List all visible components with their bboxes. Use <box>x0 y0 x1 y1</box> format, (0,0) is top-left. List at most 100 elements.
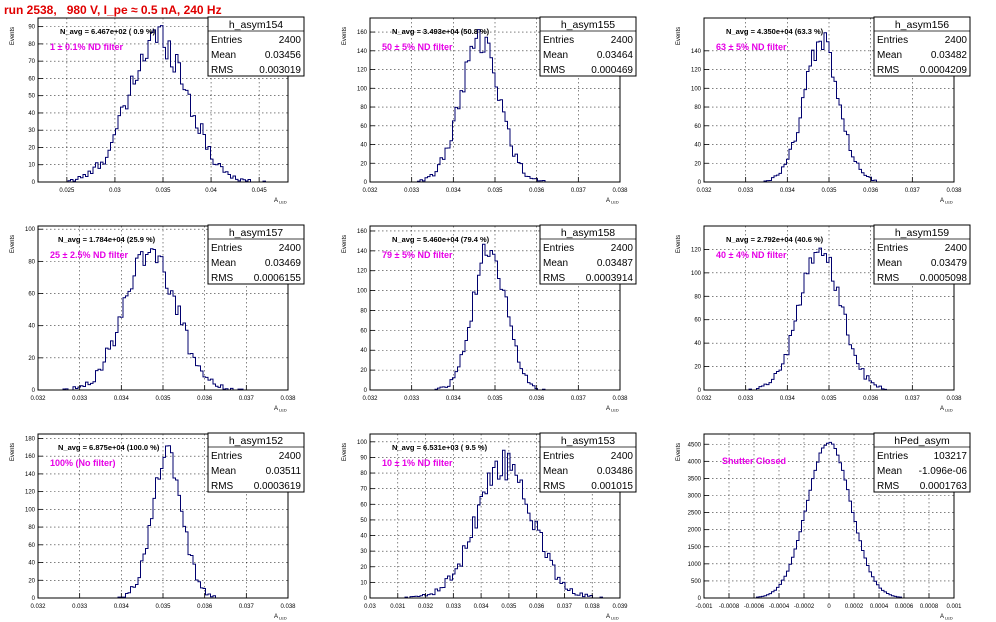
navg-label: N_avg = 6.467e+02 ( 0.9 %) <box>60 27 156 36</box>
histogram-panel-h_asym154: 0.025 0.03 0.035 0.04 0.045 0 10 20 30 40 50 60 70 80… <box>10 16 305 205</box>
stats-title: h_asym156 <box>895 19 949 31</box>
stats-label: Mean <box>543 258 568 269</box>
x-tick-label: 0.033 <box>738 188 754 194</box>
y-tick-label: 2500 <box>688 511 702 517</box>
stats-box <box>873 224 971 285</box>
x-tick-label: 0.033 <box>72 396 88 402</box>
y-axis-label: Events <box>342 235 348 253</box>
stats-label: Entries <box>543 35 574 46</box>
stats-value: 0.03456 <box>265 50 302 61</box>
y-tick-label: 120 <box>357 68 368 74</box>
y-tick-label: 80 <box>28 42 35 48</box>
x-tick-label: 0.035 <box>487 188 503 194</box>
y-tick-label: 40 <box>694 143 701 149</box>
stats-label: Entries <box>543 451 574 462</box>
x-tick-label: 0.031 <box>390 604 406 610</box>
stats-value: 0.0005098 <box>920 273 968 284</box>
y-tick-label: 120 <box>691 247 702 253</box>
x-tick-label: 0.032 <box>362 396 378 402</box>
x-tick-label: 0.045 <box>252 188 268 194</box>
x-tick-label: 0.036 <box>863 188 879 194</box>
x-tick-label: 0.036 <box>529 396 545 402</box>
y-tick-label: 100 <box>691 86 702 92</box>
stats-label: RMS <box>211 273 234 284</box>
y-tick-label: 120 <box>25 490 36 496</box>
stats-label: RMS <box>877 273 900 284</box>
stats-value: 0.000469 <box>591 65 633 76</box>
x-axis-label-sub: LED <box>945 200 953 205</box>
y-axis-label: Events <box>342 27 348 45</box>
y-tick-label: 80 <box>28 259 35 265</box>
x-tick-label: 0.0004 <box>870 604 889 610</box>
x-tick-label: 0.0006 <box>895 604 914 610</box>
x-tick-label: 0.035 <box>155 396 171 402</box>
stats-value: 103217 <box>934 451 968 462</box>
y-tick-label: 60 <box>360 124 367 130</box>
navg-label: N_avg = 6.875e+04 (100.0 %) <box>58 443 160 452</box>
y-tick-label: 20 <box>360 161 367 167</box>
y-tick-label: 60 <box>694 124 701 130</box>
y-tick-label: 100 <box>357 86 368 92</box>
x-tick-label: 0.032 <box>696 188 712 194</box>
y-tick-label: 80 <box>28 525 35 531</box>
stats-label: RMS <box>877 481 900 492</box>
x-tick-label: 0.035 <box>155 188 171 194</box>
stats-label: Entries <box>543 243 574 254</box>
stats-value: 0.0001763 <box>920 481 968 492</box>
stats-label: Entries <box>211 35 242 46</box>
stats-box <box>539 432 637 493</box>
y-tick-label: 40 <box>360 534 367 540</box>
x-tick-label: 0.03 <box>364 604 376 610</box>
stats-title: h_asym158 <box>561 227 615 239</box>
y-tick-label: 2000 <box>688 528 702 534</box>
x-tick-label: 0.033 <box>404 396 420 402</box>
stats-value: 2400 <box>279 35 302 46</box>
histogram-line <box>370 449 620 599</box>
stats-box <box>873 432 971 493</box>
x-tick-label: 0 <box>827 604 831 610</box>
stats-value: 0.03486 <box>597 466 634 477</box>
histogram-panel-h_asym158: 0.032 0.033 0.034 0.035 0.036 0.037 0.038 0 20 40… <box>342 224 637 413</box>
y-tick-label: 80 <box>360 308 367 314</box>
x-tick-label: 0.037 <box>571 188 587 194</box>
stats-label: RMS <box>877 65 900 76</box>
stats-box <box>539 224 637 285</box>
stats-label: Mean <box>877 466 902 477</box>
x-axis-label-sub: LED <box>945 616 953 621</box>
y-tick-label: 20 <box>360 368 367 374</box>
stats-label: Mean <box>211 50 236 61</box>
y-tick-label: 140 <box>691 49 702 55</box>
stats-title: h_asym155 <box>561 19 615 31</box>
y-tick-label: 40 <box>28 324 35 330</box>
y-axis-label: Events <box>676 235 682 253</box>
x-tick-label: 0.035 <box>487 396 503 402</box>
navg-label: N_avg = 4.350e+04 (63.3 %) <box>726 27 824 36</box>
y-tick-label: 1500 <box>688 545 702 551</box>
y-tick-label: 0 <box>32 596 36 602</box>
y-tick-label: 0 <box>364 180 368 186</box>
stats-label: RMS <box>543 481 566 492</box>
y-tick-label: 40 <box>28 561 35 567</box>
y-tick-label: 120 <box>357 269 368 275</box>
stats-label: Mean <box>211 258 236 269</box>
y-tick-label: 0 <box>364 388 368 394</box>
stats-title: h_asym152 <box>229 435 283 447</box>
stats-label: RMS <box>543 65 566 76</box>
x-tick-label: -0.0004 <box>769 604 790 610</box>
y-tick-label: 100 <box>357 440 368 446</box>
x-tick-label: 0.038 <box>280 604 296 610</box>
x-tick-label: 0.036 <box>529 604 545 610</box>
filter-label: 40 ± 4% ND filter <box>716 250 787 260</box>
x-tick-label: 0.03 <box>109 188 121 194</box>
histogram-panel-h_asym153: 0.03 0.031 0.032 0.033 0.034 0.035 0.036 0.037 0… <box>342 432 637 621</box>
x-axis-label: A <box>274 406 278 412</box>
stats-title: hPed_asym <box>894 435 950 447</box>
x-tick-label: 0.035 <box>821 188 837 194</box>
navg-label: N_avg = 3.493e+04 (50.8 %) <box>392 27 490 36</box>
x-tick-label: 0.037 <box>571 396 587 402</box>
stats-label: RMS <box>211 481 234 492</box>
x-axis-label-sub: LED <box>611 408 619 413</box>
stats-label: Entries <box>211 451 242 462</box>
x-tick-label: 0.034 <box>446 396 462 402</box>
stats-value: 0.0006155 <box>254 273 302 284</box>
